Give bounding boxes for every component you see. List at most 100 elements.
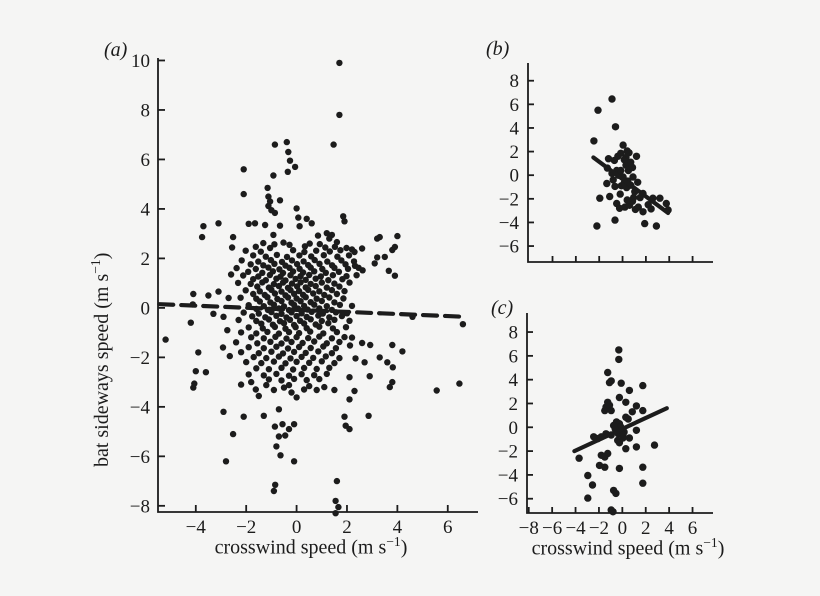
data-point	[331, 299, 338, 306]
data-point	[603, 179, 611, 188]
data-point	[240, 272, 247, 279]
data-point	[259, 279, 266, 286]
data-point	[374, 235, 381, 242]
data-point	[612, 489, 620, 498]
data-point	[575, 454, 583, 462]
data-point	[320, 252, 327, 259]
data-point	[331, 280, 338, 287]
data-point	[291, 163, 299, 171]
data-point	[295, 343, 303, 351]
y-tick-label: 8	[141, 100, 151, 121]
data-point	[292, 324, 299, 331]
data-point	[260, 345, 267, 352]
data-point	[625, 386, 634, 395]
data-point	[456, 380, 463, 387]
data-point	[361, 359, 368, 366]
data-point	[593, 222, 601, 230]
data-point	[615, 355, 623, 364]
data-point	[250, 353, 257, 361]
data-point	[596, 194, 604, 202]
data-point	[237, 381, 245, 388]
x-tick-label: −4	[186, 517, 207, 538]
data-point	[273, 312, 280, 319]
data-point	[332, 497, 339, 505]
data-point	[376, 354, 383, 361]
trend-line-dashed	[157, 302, 462, 319]
data-point	[346, 425, 353, 433]
data-point	[394, 232, 401, 240]
data-point	[271, 323, 279, 331]
data-point	[607, 406, 615, 415]
y-tick-label: −6	[498, 489, 518, 510]
data-point	[280, 320, 288, 327]
data-point	[260, 412, 267, 419]
data-point	[305, 334, 312, 342]
data-point	[329, 272, 337, 279]
data-point	[258, 359, 265, 367]
data-point	[639, 381, 647, 390]
data-point	[253, 365, 260, 372]
data-point	[272, 481, 279, 488]
data-point	[331, 359, 338, 367]
data-point	[288, 280, 296, 287]
data-point	[278, 340, 285, 347]
data-point	[273, 343, 280, 350]
data-point	[220, 313, 227, 320]
data-point	[331, 264, 338, 271]
y-tick-label: −2	[130, 348, 150, 369]
data-point	[332, 510, 339, 517]
data-point	[293, 394, 300, 401]
data-point	[270, 280, 278, 288]
data-point	[611, 123, 620, 131]
xaxis-label-text: crosswind speed (m s	[531, 537, 704, 560]
y-tick-label: 8	[510, 71, 520, 92]
data-point	[310, 354, 317, 362]
x-tick-label: −6	[542, 518, 562, 539]
panel-c-xaxis-label: crosswind speed (m s−1)	[468, 535, 788, 561]
data-point	[297, 273, 304, 280]
data-point	[245, 344, 252, 351]
data-point	[286, 316, 294, 323]
data-point	[282, 360, 289, 367]
data-point	[632, 402, 641, 410]
data-point	[606, 192, 614, 201]
data-point	[293, 260, 301, 268]
data-point	[300, 364, 308, 372]
data-point	[250, 290, 257, 298]
data-point	[625, 434, 634, 442]
data-point	[290, 421, 298, 428]
data-point	[351, 387, 358, 395]
data-point	[323, 370, 330, 378]
data-point	[237, 349, 245, 356]
data-point	[245, 371, 252, 378]
data-point	[311, 256, 318, 264]
data-point	[622, 445, 630, 453]
data-point	[290, 375, 298, 383]
data-point	[318, 358, 325, 365]
data-point	[328, 335, 336, 342]
data-point	[285, 328, 293, 336]
x-tick-label: −2	[236, 517, 256, 538]
data-point	[205, 292, 212, 299]
data-point	[331, 316, 338, 323]
panel-a-label: (a)	[104, 39, 128, 61]
trend-line-solid	[572, 406, 669, 454]
axis-frame	[526, 313, 713, 514]
data-point	[219, 344, 227, 351]
data-point	[293, 333, 300, 341]
data-point	[229, 430, 237, 438]
data-point	[384, 359, 391, 366]
data-point	[273, 275, 280, 282]
data-point	[341, 413, 348, 420]
data-point	[316, 240, 323, 248]
data-point	[639, 463, 647, 471]
data-point	[594, 106, 602, 114]
data-point	[292, 275, 299, 283]
data-point	[271, 260, 278, 267]
data-point	[311, 268, 318, 275]
data-point	[601, 406, 609, 415]
data-point	[614, 152, 622, 160]
data-point	[615, 346, 623, 354]
data-point	[371, 260, 378, 267]
